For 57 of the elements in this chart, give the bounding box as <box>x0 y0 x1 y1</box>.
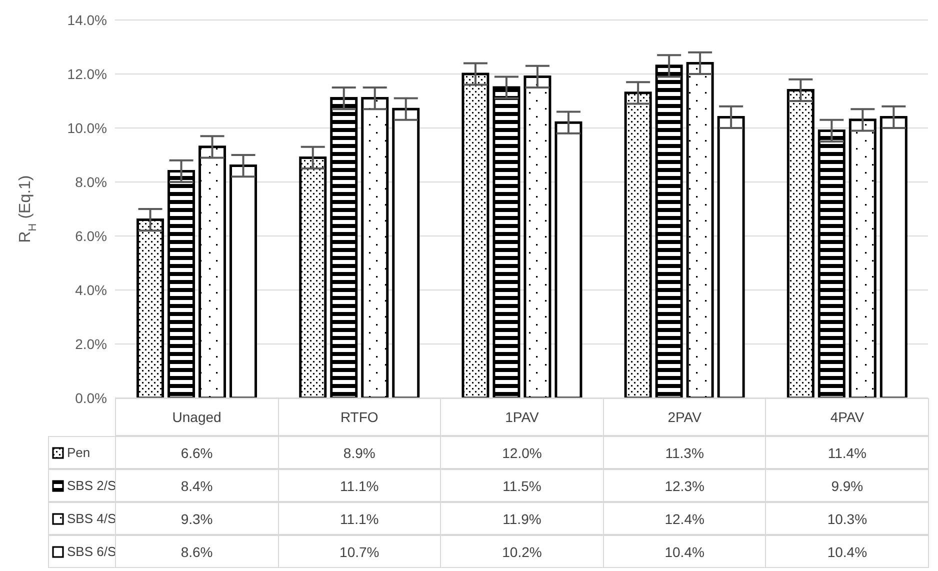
bar <box>492 86 520 398</box>
y-tick-label: 10.0% <box>67 120 107 136</box>
data-label: 6.6% <box>115 436 279 469</box>
y-tick-label: 12.0% <box>67 66 107 82</box>
bar <box>230 164 258 398</box>
bar <box>624 92 652 398</box>
y-tick-label: 8.0% <box>75 174 107 190</box>
data-label: 12.4% <box>602 502 766 535</box>
data-label: 8.4% <box>115 469 279 502</box>
bar <box>198 146 226 398</box>
data-label: 11.4% <box>765 436 929 469</box>
bar <box>524 75 552 398</box>
data-label: 11.3% <box>602 436 766 469</box>
x-tick-label: Unaged <box>115 398 279 436</box>
data-label: 11.9% <box>440 502 604 535</box>
bar <box>392 108 420 398</box>
bar <box>299 156 327 398</box>
data-label: 9.3% <box>115 502 279 535</box>
bar <box>786 88 814 398</box>
data-label: 11.1% <box>278 502 442 535</box>
x-tick-label: 2PAV <box>602 398 766 436</box>
x-tick-label: 4PAV <box>765 398 929 436</box>
data-label: 8.9% <box>278 436 442 469</box>
legend-label: Pen <box>67 445 90 460</box>
bar <box>655 64 683 398</box>
x-tick-label: RTFO <box>278 398 442 436</box>
y-tick-label: 0.0% <box>75 390 107 406</box>
bar <box>462 72 490 398</box>
bar <box>880 116 908 398</box>
legend-label: SBS 2/S <box>67 478 116 493</box>
data-label: 12.0% <box>440 436 604 469</box>
legend-label: SBS 6/S <box>67 544 116 559</box>
data-label: 9.9% <box>765 469 929 502</box>
y-tick-label: 2.0% <box>75 336 107 352</box>
data-label: 12.3% <box>602 469 766 502</box>
bar <box>361 97 389 398</box>
bar <box>717 116 745 398</box>
y-tick-label: 4.0% <box>75 282 107 298</box>
data-label: 10.4% <box>602 535 766 568</box>
y-tick-label: 6.0% <box>75 228 107 244</box>
legend-label: SBS 4/S <box>67 511 116 526</box>
data-label: 8.6% <box>115 535 279 568</box>
data-label: 11.5% <box>440 469 604 502</box>
data-label: 10.3% <box>765 502 929 535</box>
bar <box>136 218 164 398</box>
data-label: 11.1% <box>278 469 442 502</box>
bar <box>848 118 876 398</box>
data-label: 10.7% <box>278 535 442 568</box>
data-label: 10.4% <box>765 535 929 568</box>
bar <box>168 170 196 398</box>
bar <box>330 97 358 398</box>
bar <box>554 121 582 398</box>
bar <box>818 129 846 398</box>
data-label: 10.2% <box>440 535 604 568</box>
x-tick-label: 1PAV <box>440 398 604 436</box>
y-tick-label: 14.0% <box>67 12 107 28</box>
bar <box>686 62 714 398</box>
